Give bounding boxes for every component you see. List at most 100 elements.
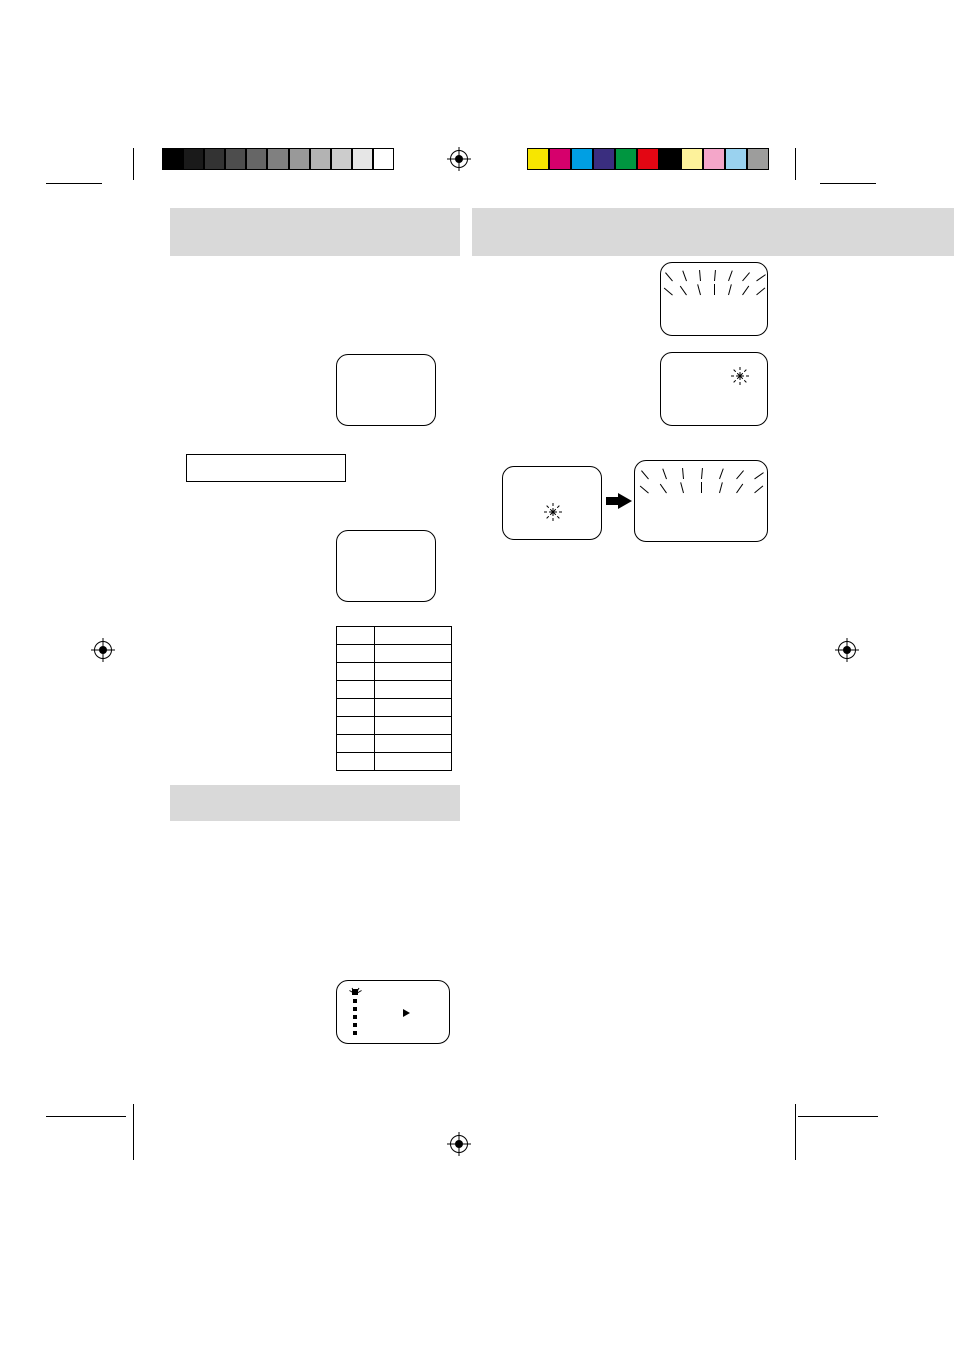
grayscale-swatch (310, 148, 331, 170)
dot-icon (352, 989, 358, 995)
display-frame (336, 980, 450, 1044)
table-cell (337, 717, 375, 735)
table-cell (337, 681, 375, 699)
color-swatch (571, 148, 593, 170)
color-swatch (659, 148, 681, 170)
tick-icon (701, 468, 703, 479)
table-cell (337, 735, 375, 753)
color-swatch (747, 148, 769, 170)
display-frame (502, 466, 602, 540)
tick-icon (680, 482, 684, 493)
tick-icon (662, 468, 667, 479)
tick-icon (756, 287, 765, 295)
color-swatch (527, 148, 549, 170)
tick-icon (719, 482, 723, 493)
grayscale-swatch (289, 148, 310, 170)
arrow-right-icon (618, 493, 632, 509)
table-cell (374, 681, 451, 699)
color-calibration-bar (527, 148, 769, 170)
grayscale-swatch (162, 148, 183, 170)
tick-icon (699, 270, 701, 281)
grayscale-swatch (352, 148, 373, 170)
crop-mark-tr-v (795, 148, 796, 180)
table-cell (337, 627, 375, 645)
tick-icon (682, 270, 687, 281)
crop-mark-tl-v (133, 148, 134, 180)
grayscale-swatch (331, 148, 352, 170)
section-header-panel (472, 208, 954, 256)
section-header-panel (170, 208, 460, 256)
registration-target-icon (450, 1135, 468, 1153)
table-cell (374, 753, 451, 771)
color-swatch (615, 148, 637, 170)
display-frame (660, 262, 768, 336)
tick-icon (682, 468, 684, 479)
tick-icon (664, 287, 673, 295)
registration-target-icon (94, 641, 112, 659)
tick-icon (742, 272, 750, 281)
grayscale-swatch (246, 148, 267, 170)
dashed-indicator-icon (351, 989, 361, 1037)
color-swatch (703, 148, 725, 170)
tick-icon (728, 284, 732, 295)
tick-icon (714, 284, 715, 295)
tick-icon (659, 484, 666, 494)
registration-target-icon (838, 641, 856, 659)
table-cell (374, 645, 451, 663)
crop-mark-br-v (795, 1104, 796, 1160)
grayscale-swatch (225, 148, 246, 170)
grayscale-swatch (183, 148, 204, 170)
tick-icon (728, 270, 733, 281)
tick-row-icon (639, 479, 763, 493)
label-box (186, 454, 346, 482)
tick-icon (697, 284, 701, 295)
tick-icon (641, 470, 649, 479)
display-frame (660, 352, 768, 426)
chevron-right-icon (403, 1009, 410, 1017)
arrow-right-icon (606, 497, 618, 505)
grayscale-swatch (204, 148, 225, 170)
tick-row-icon (665, 281, 763, 295)
table-cell (337, 645, 375, 663)
dash-segment-icon (353, 1007, 357, 1011)
sparkle-icon (731, 367, 749, 385)
table-cell (374, 699, 451, 717)
table-cell (337, 663, 375, 681)
grayscale-swatch (373, 148, 394, 170)
dash-segment-icon (353, 1023, 357, 1027)
section-header-panel (170, 785, 460, 821)
registration-target-icon (450, 150, 468, 168)
crop-mark-br-h (798, 1116, 878, 1117)
data-table (336, 626, 452, 771)
crop-mark-bl-v (133, 1104, 134, 1160)
color-swatch (549, 148, 571, 170)
color-swatch (681, 148, 703, 170)
table-cell (374, 627, 451, 645)
grayscale-calibration-bar (162, 148, 394, 170)
tick-icon (719, 468, 724, 479)
crop-mark-tr-h (820, 183, 876, 184)
tick-icon (737, 470, 745, 479)
color-swatch (637, 148, 659, 170)
tick-icon (754, 485, 763, 493)
tick-icon (714, 270, 716, 281)
dash-segment-icon (353, 1015, 357, 1019)
table-cell (337, 753, 375, 771)
dash-segment-icon (353, 999, 357, 1003)
tick-row-icon (639, 465, 763, 479)
crop-mark-tl-h (46, 183, 102, 184)
display-frame (336, 530, 436, 602)
tick-icon (665, 272, 673, 281)
sparkle-icon (544, 503, 562, 521)
crop-mark-bl-h (46, 1116, 126, 1117)
tick-icon (680, 286, 687, 296)
table-cell (374, 717, 451, 735)
tick-row-icon (665, 267, 763, 281)
table-cell (374, 735, 451, 753)
grayscale-swatch (267, 148, 288, 170)
tick-icon (737, 484, 744, 494)
dash-segment-icon (353, 1031, 357, 1035)
tick-icon (701, 482, 702, 493)
tick-icon (640, 485, 649, 493)
table-cell (374, 663, 451, 681)
